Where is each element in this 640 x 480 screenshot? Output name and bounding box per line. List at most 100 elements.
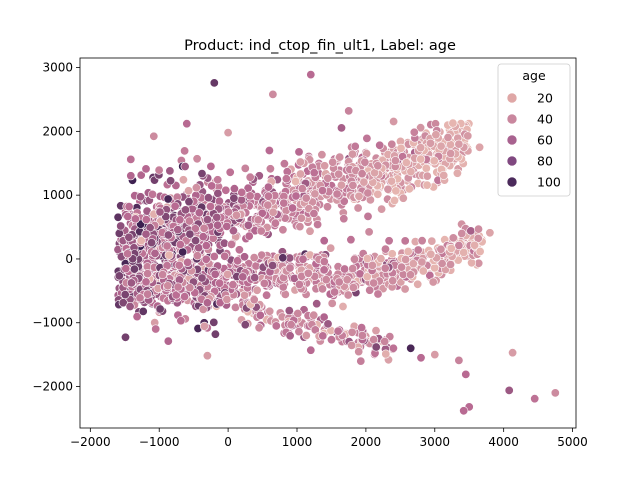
data-point <box>401 255 411 265</box>
data-point <box>180 146 190 156</box>
data-point <box>126 171 136 181</box>
legend-label: 100 <box>537 175 561 190</box>
data-point <box>430 350 440 360</box>
chart-title: Product: ind_ctop_fin_ult1, Label: age <box>184 38 456 54</box>
data-point <box>265 306 275 316</box>
legend-marker <box>506 155 518 167</box>
legend-label: 80 <box>537 154 553 169</box>
data-point <box>309 168 319 178</box>
data-point <box>151 324 161 334</box>
y-axis: −2000 −1000 0 1000 2000 3000 <box>32 61 80 394</box>
data-point <box>377 204 387 214</box>
data-point <box>244 231 254 241</box>
data-point <box>285 263 295 273</box>
data-point <box>550 388 560 398</box>
plot-frame <box>79 57 577 429</box>
data-point <box>422 171 432 181</box>
x-axis: −2000 −1000 0 1000 2000 3000 4000 5000 <box>70 428 588 449</box>
data-point <box>285 331 295 341</box>
data-points <box>113 70 560 416</box>
data-point <box>369 278 379 288</box>
data-point <box>173 282 183 292</box>
data-point <box>384 236 394 246</box>
data-point <box>136 170 146 180</box>
data-point <box>183 257 193 267</box>
data-point <box>298 254 308 264</box>
data-point <box>340 264 350 274</box>
data-point <box>194 208 204 218</box>
data-point <box>320 161 330 171</box>
data-point <box>422 180 432 190</box>
data-point <box>126 278 136 288</box>
data-point <box>409 127 419 137</box>
data-point <box>206 161 216 171</box>
data-point <box>291 177 301 187</box>
data-point <box>163 194 173 204</box>
data-point <box>180 292 190 302</box>
data-point <box>387 176 397 186</box>
data-point <box>240 252 250 262</box>
data-point <box>178 175 188 185</box>
data-point <box>448 118 458 128</box>
data-point <box>201 254 211 264</box>
data-point <box>319 257 329 267</box>
data-point <box>336 123 346 133</box>
data-point <box>313 220 323 230</box>
data-point <box>121 332 131 342</box>
x-tick-label: −1000 <box>139 435 180 449</box>
y-tick-label: 3000 <box>42 61 73 75</box>
data-point <box>436 141 446 151</box>
data-point <box>319 265 329 275</box>
data-point <box>327 298 337 308</box>
data-point <box>155 207 165 217</box>
data-point <box>347 327 357 337</box>
data-point <box>263 182 273 192</box>
data-point <box>416 143 426 153</box>
data-point <box>413 279 423 289</box>
data-point <box>228 280 238 290</box>
data-point <box>362 254 372 264</box>
data-point <box>253 215 263 225</box>
data-point <box>373 189 383 199</box>
data-point <box>326 335 336 345</box>
data-point <box>207 181 217 191</box>
data-point <box>270 218 280 228</box>
data-point <box>421 163 431 173</box>
data-point <box>367 260 377 270</box>
data-point <box>222 221 232 231</box>
data-point <box>145 223 155 233</box>
data-point <box>243 220 253 230</box>
data-point <box>233 256 243 266</box>
data-point <box>293 308 303 318</box>
data-point <box>348 264 358 274</box>
data-point <box>191 236 201 246</box>
data-point <box>309 310 319 320</box>
data-point <box>400 236 410 246</box>
data-point <box>417 257 427 267</box>
data-point <box>360 157 370 167</box>
data-point <box>162 241 172 251</box>
data-point <box>306 345 316 355</box>
data-point <box>406 343 416 353</box>
data-point <box>332 189 342 199</box>
data-point <box>343 290 353 300</box>
data-point <box>263 191 273 201</box>
data-point <box>437 258 447 268</box>
data-point <box>271 321 281 331</box>
data-point <box>286 320 296 330</box>
data-point <box>279 198 289 208</box>
data-point <box>427 236 437 246</box>
data-point <box>201 241 211 251</box>
data-point <box>397 262 407 272</box>
data-point <box>416 353 426 363</box>
data-point <box>346 235 356 245</box>
data-point <box>317 284 327 294</box>
data-point <box>391 186 401 196</box>
data-point <box>404 184 414 194</box>
data-point <box>234 245 244 255</box>
data-point <box>120 290 130 300</box>
data-point <box>429 156 439 166</box>
legend-marker <box>506 113 518 125</box>
data-point <box>405 270 415 280</box>
